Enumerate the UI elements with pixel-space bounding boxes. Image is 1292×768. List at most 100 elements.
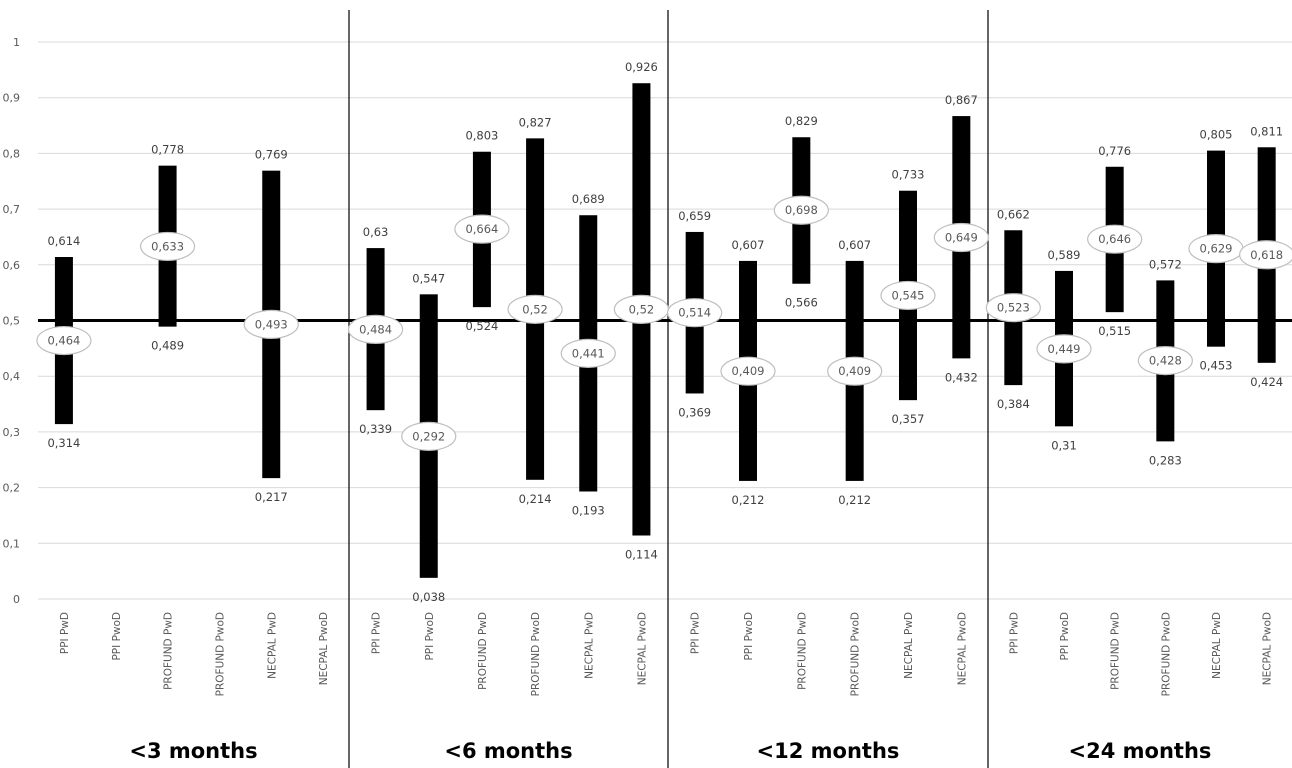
x-tick-label: PROFUND PwoD [530,612,542,696]
value-labels: 0,614 0,314 0,778 0,489 0,769 0,217 0,63 0,339 0… [47,60,1283,604]
lower-value-label: 0,314 [47,436,80,450]
upper-value-label: 0,829 [785,114,818,128]
upper-value-label: 0,607 [732,238,765,252]
point-estimate-marker [454,214,510,244]
y-tick-label: 0,4 [3,370,21,383]
lower-value-label: 0,339 [359,422,392,436]
lower-value-label: 0,369 [678,405,711,419]
point-estimate-label: 0,464 [47,334,80,348]
x-tick-label: NECPAL PwD [1211,612,1223,679]
point-estimate-label: 0,52 [629,302,655,316]
y-tick-label: 0 [13,593,20,606]
lower-value-label: 0,212 [732,493,765,507]
point-estimate-marker [139,231,196,262]
upper-value-label: 0,572 [1149,257,1182,271]
point-estimate-marker [880,280,936,311]
point-estimate-marker [1137,346,1193,376]
point-estimate-marker [560,338,616,368]
x-tick-label: NECPAL PwoD [956,612,968,685]
point-estimate-label: 0,428 [1149,354,1182,368]
x-tick-label: NECPAL PwoD [318,612,330,685]
upper-value-label: 0,926 [625,60,658,74]
upper-value-label: 0,659 [678,209,711,223]
x-tick-label: PPI PwoD [1059,612,1071,661]
y-tick-label: 0,1 [3,537,21,550]
upper-value-label: 0,607 [838,238,871,252]
point-estimate-markers: 0,464 0,633 0,493 0,484 0,292 0,664 0,52 0,441 0… [36,195,1292,451]
upper-value-label: 0,63 [363,225,389,239]
point-estimate-label: 0,698 [785,203,818,217]
gridlines [38,41,1292,600]
upper-value-label: 0,803 [465,129,498,143]
point-estimate-marker [1239,240,1292,270]
x-tick-label: PROFUND PwoD [1160,612,1172,696]
y-tick-label: 0,6 [3,259,21,272]
lower-value-label: 0,566 [785,296,818,310]
lower-value-label: 0,424 [1250,375,1283,389]
x-tick-label: PPI PwD [371,612,383,654]
upper-value-label: 0,614 [47,234,80,248]
group-title: <3 months [129,739,257,763]
x-tick-label: NECPAL PwD [903,612,915,679]
x-tick-label: NECPAL PwoD [636,612,648,685]
group-dividers [348,10,989,768]
y-tick-label: 0,2 [3,482,21,495]
point-estimate-label: 0,618 [1250,248,1283,262]
point-estimate-label: 0,292 [412,429,445,443]
point-estimate-label: 0,514 [678,306,711,320]
lower-value-label: 0,515 [1098,324,1131,338]
x-tick-label: PROFUND PwD [477,612,489,690]
y-axis-tick-labels: 0 0,1 0,2 0,3 0,4 0,5 0,6 0,7 0,8 0,9 1 [3,36,21,606]
upper-value-label: 0,827 [519,115,552,129]
lower-value-label: 0,384 [997,397,1030,411]
upper-value-label: 0,547 [412,271,445,285]
point-estimate-marker [243,309,299,339]
point-estimate-label: 0,441 [572,346,605,360]
x-tick-label: PPI PwD [690,612,702,654]
x-tick-label: PROFUND PwoD [850,612,862,696]
point-estimate-label: 0,633 [151,239,184,253]
lower-value-label: 0,31 [1051,438,1077,452]
upper-value-label: 0,778 [151,143,184,157]
y-tick-label: 0,7 [3,203,21,216]
x-tick-label: PPI PwD [1008,612,1020,654]
y-tick-label: 0,5 [3,315,21,328]
y-tick-label: 0,8 [3,147,21,160]
lower-value-label: 0,193 [572,503,605,517]
lower-value-label: 0,283 [1149,453,1182,467]
upper-value-label: 0,733 [892,168,925,182]
point-estimate-marker [720,356,776,386]
lower-value-label: 0,212 [838,493,871,507]
upper-value-label: 0,811 [1250,124,1283,138]
lower-value-label: 0,489 [151,339,184,353]
x-tick-label: PROFUND PwD [163,612,175,690]
point-estimate-label: 0,629 [1200,242,1233,256]
point-estimate-label: 0,664 [465,222,498,236]
x-tick-label: NECPAL PwD [266,612,278,679]
point-estimate-label: 0,409 [838,364,871,378]
point-estimate-label: 0,449 [1048,342,1081,356]
y-tick-label: 0,3 [3,426,21,439]
upper-value-label: 0,867 [945,93,978,107]
x-tick-label: PPI PwD [59,612,71,654]
point-estimate-label: 0,646 [1098,232,1131,246]
upper-value-label: 0,662 [997,207,1030,221]
point-estimate-marker [507,294,563,324]
lower-value-label: 0,217 [255,490,288,504]
point-estimate-marker [1036,334,1092,364]
upper-value-label: 0,769 [255,148,288,162]
lower-value-label: 0,114 [625,548,658,562]
point-estimate-marker [36,325,92,356]
x-tick-label: PROFUND PwD [1110,612,1122,690]
lower-value-label: 0,524 [465,319,498,333]
point-estimate-marker [985,293,1041,323]
upper-value-label: 0,689 [572,192,605,206]
point-estimate-label: 0,409 [732,364,765,378]
upper-value-label: 0,805 [1200,128,1233,142]
y-tick-label: 0,9 [3,92,21,105]
group-title: <24 months [1069,739,1212,763]
point-estimate-marker [401,421,457,451]
point-estimate-label: 0,649 [945,231,978,245]
point-estimate-marker [773,195,829,225]
